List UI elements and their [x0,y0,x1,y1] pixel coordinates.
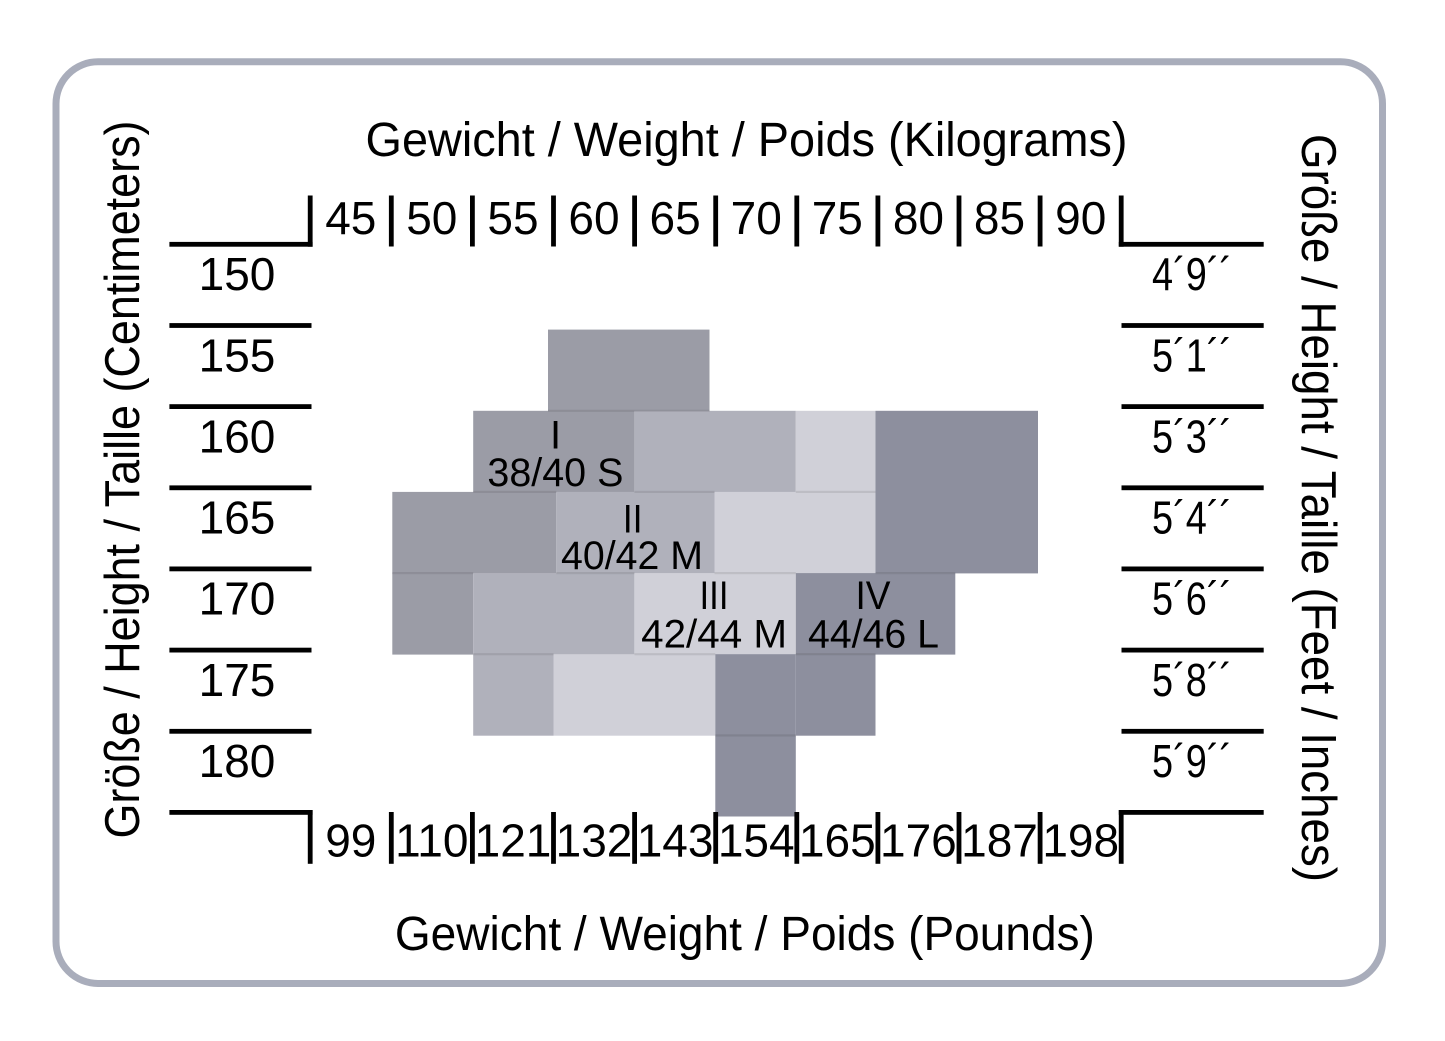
svg-text:99: 99 [325,815,376,867]
svg-text:176: 176 [880,815,957,867]
svg-text:165: 165 [799,815,876,867]
svg-text:121: 121 [475,815,552,867]
svg-text:5´8´´: 5´8´´ [1152,654,1232,706]
svg-text:5´4´´: 5´4´´ [1152,492,1232,544]
svg-text:Gewicht / Weight / Poids (Kilo: Gewicht / Weight / Poids (Kilograms) [366,114,1128,167]
svg-text:80: 80 [893,192,944,244]
svg-text:65: 65 [650,192,701,244]
svg-text:175: 175 [199,654,276,706]
svg-text:154: 154 [718,815,795,867]
svg-text:I: I [550,413,561,457]
svg-text:4´9´´: 4´9´´ [1152,248,1232,300]
svg-text:5´3´´: 5´3´´ [1152,410,1232,462]
svg-text:60: 60 [568,192,619,244]
svg-text:170: 170 [199,573,276,625]
svg-text:40/42 M: 40/42 M [561,534,703,578]
svg-text:70: 70 [731,192,782,244]
svg-text:180: 180 [199,735,276,787]
svg-text:75: 75 [812,192,863,244]
svg-text:5´6´´: 5´6´´ [1152,573,1232,625]
svg-text:Gewicht / Weight / Poids (Poun: Gewicht / Weight / Poids (Pounds) [395,908,1095,961]
svg-text:II: II [623,498,643,542]
svg-text:132: 132 [556,815,633,867]
svg-text:110: 110 [395,815,468,867]
svg-text:198: 198 [1042,815,1119,867]
svg-text:90: 90 [1055,192,1106,244]
svg-text:45: 45 [325,192,376,244]
svg-text:Größe / Height / Taille (Feet: Größe / Height / Taille (Feet / Inches) [1291,134,1345,882]
svg-text:Größe / Height / Taille (Centi: Größe / Height / Taille (Centimeters) [96,121,150,839]
svg-text:155: 155 [199,329,276,381]
svg-text:165: 165 [199,492,276,544]
svg-text:55: 55 [487,192,538,244]
svg-text:85: 85 [974,192,1025,244]
svg-text:III: III [700,574,729,618]
svg-text:187: 187 [961,815,1038,867]
svg-text:42/44 M: 42/44 M [641,613,787,657]
svg-text:160: 160 [199,410,276,462]
svg-text:5´1´´: 5´1´´ [1152,329,1232,381]
svg-text:143: 143 [637,815,714,867]
svg-text:50: 50 [406,192,457,244]
svg-text:150: 150 [199,248,276,300]
svg-text:44/46 L: 44/46 L [808,613,939,657]
svg-text:5´9´´: 5´9´´ [1152,735,1232,787]
svg-text:IV: IV [856,574,891,618]
svg-text:38/40 S: 38/40 S [487,451,623,495]
